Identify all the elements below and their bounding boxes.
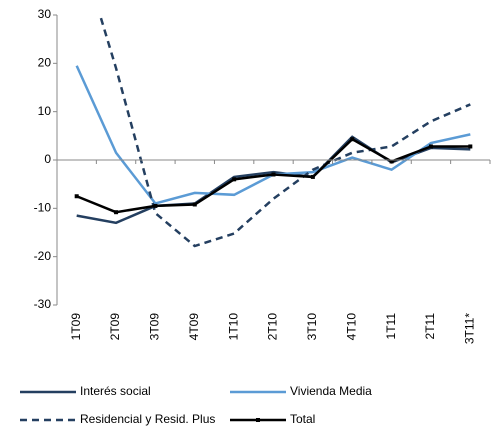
x-tick-label: 1T09 bbox=[69, 313, 83, 341]
point-marker bbox=[114, 210, 119, 215]
series-line bbox=[98, 15, 471, 248]
point-marker bbox=[74, 194, 79, 199]
x-tick-label: 2T11 bbox=[423, 313, 437, 340]
point-marker bbox=[153, 203, 158, 208]
legend-label: Residencial y Resid. Plus bbox=[80, 412, 215, 426]
x-tick-label: 2T09 bbox=[108, 313, 122, 341]
y-tick-label: -20 bbox=[34, 249, 52, 263]
x-tick-label: 3T11* bbox=[462, 313, 476, 344]
y-tick-label: -30 bbox=[34, 297, 52, 311]
point-marker bbox=[310, 174, 315, 179]
y-tick-label: 20 bbox=[38, 56, 52, 70]
x-tick-label: 1T10 bbox=[226, 313, 240, 341]
legend-marker bbox=[256, 418, 260, 422]
y-tick-label: 30 bbox=[38, 7, 52, 21]
x-tick-label: 4T09 bbox=[187, 313, 201, 341]
point-marker bbox=[389, 159, 394, 164]
point-marker bbox=[232, 177, 237, 182]
point-marker bbox=[428, 144, 433, 149]
series-line bbox=[75, 65, 471, 205]
point-marker bbox=[192, 202, 197, 207]
x-tick-label: 3T10 bbox=[305, 313, 319, 341]
point-marker bbox=[350, 137, 355, 142]
legend-label: Total bbox=[290, 412, 315, 426]
x-tick-label: 1T11 bbox=[384, 313, 398, 340]
point-marker bbox=[271, 172, 276, 177]
legend-label: Interés social bbox=[80, 384, 151, 398]
legend-label: Vivienda Media bbox=[290, 384, 372, 398]
x-tick-label: 2T10 bbox=[266, 313, 280, 341]
y-tick-label: -10 bbox=[34, 201, 52, 215]
x-tick-label: 4T10 bbox=[344, 313, 358, 341]
point-marker bbox=[468, 144, 473, 149]
y-tick-label: 10 bbox=[38, 104, 52, 118]
y-tick-label: 0 bbox=[44, 152, 51, 166]
x-tick-label: 3T09 bbox=[148, 313, 162, 341]
plot-area bbox=[74, 15, 473, 248]
